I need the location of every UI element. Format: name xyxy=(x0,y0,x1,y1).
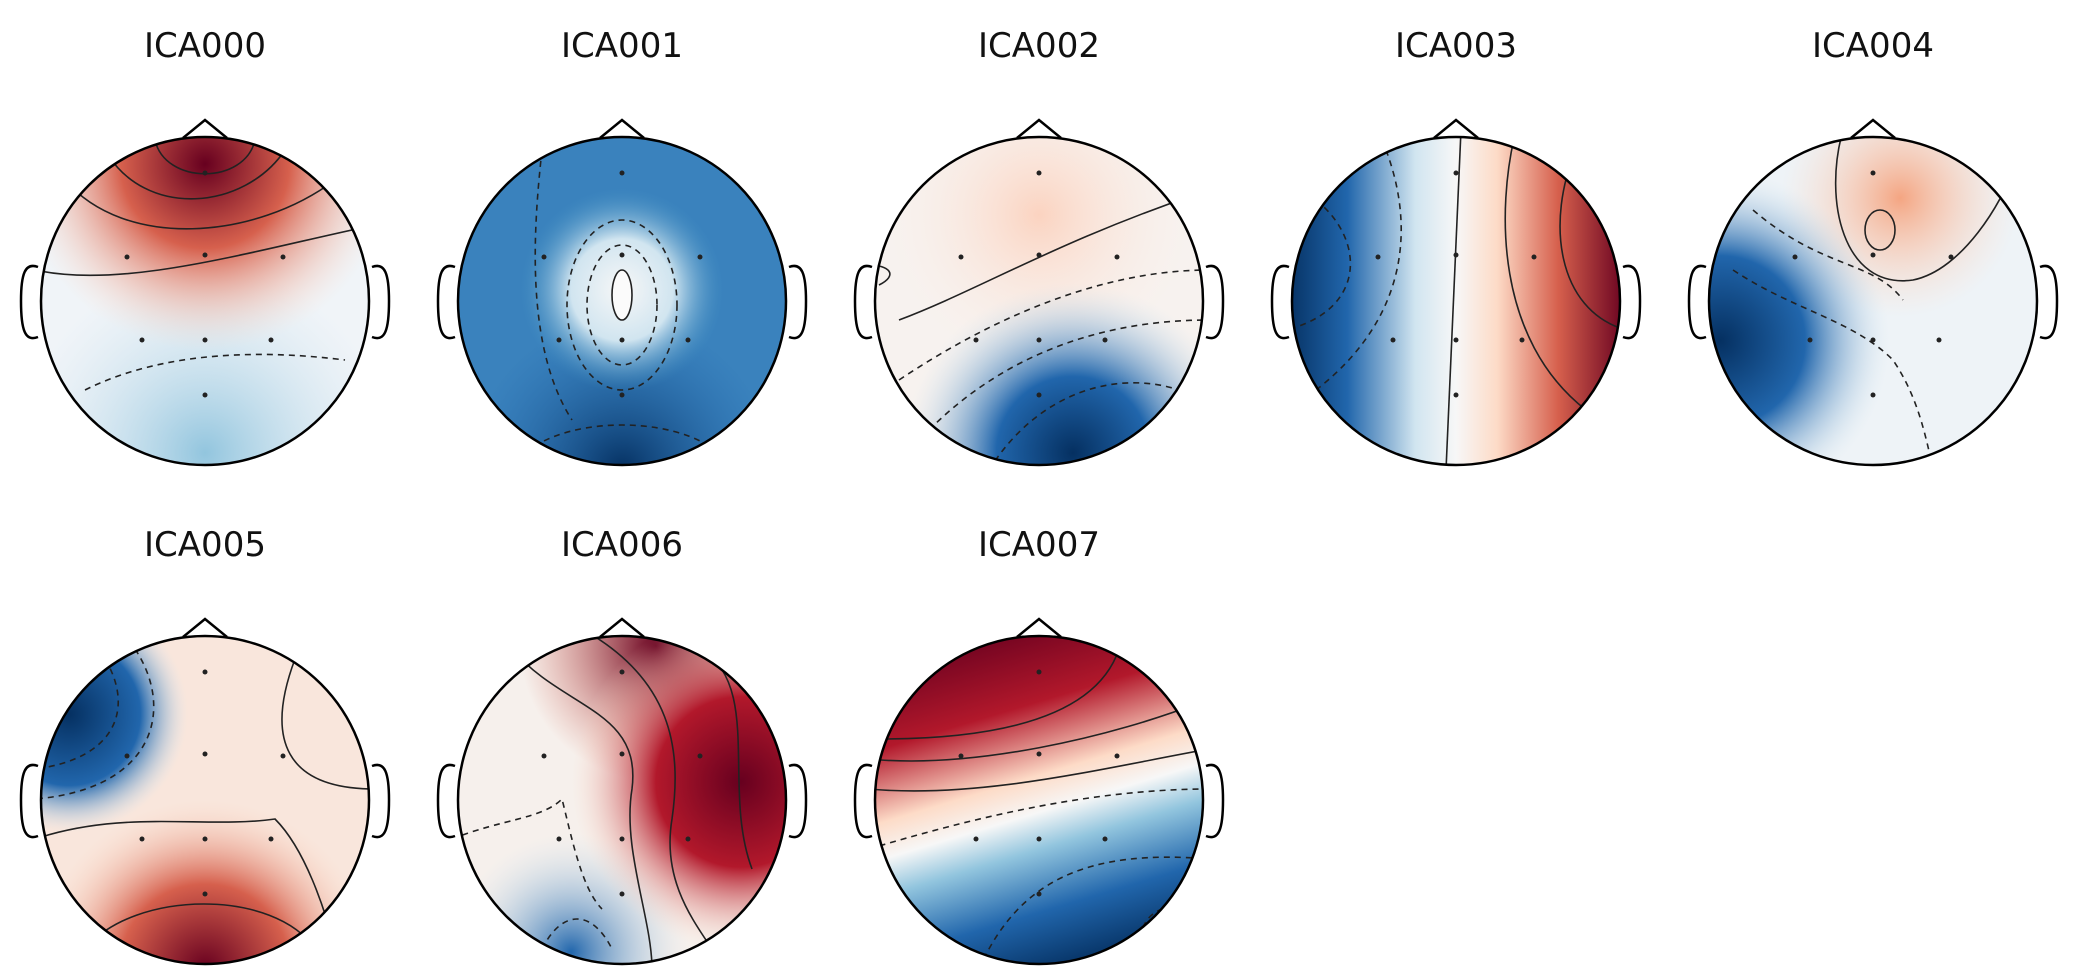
component-ica001: ICA001 xyxy=(422,0,822,480)
topomap-icon xyxy=(436,617,808,966)
component-title: ICA002 xyxy=(978,26,1100,66)
component-ica000: ICA000 xyxy=(5,0,405,480)
topomap-icon xyxy=(436,118,808,467)
component-ica002: ICA002 xyxy=(839,0,1239,480)
topomap-icon xyxy=(19,617,391,966)
component-title: ICA000 xyxy=(144,26,266,66)
component-ica003: ICA003 xyxy=(1256,0,1656,480)
component-ica004: ICA004 xyxy=(1673,0,2073,480)
topomap-icon xyxy=(1270,118,1642,467)
component-ica005: ICA005 xyxy=(5,499,405,979)
component-title: ICA007 xyxy=(978,525,1100,565)
component-ica007: ICA007 xyxy=(839,499,1239,979)
component-ica006: ICA006 xyxy=(422,499,822,979)
component-title: ICA004 xyxy=(1812,26,1934,66)
topomap-icon xyxy=(1687,118,2059,467)
sensor-dots xyxy=(124,170,286,398)
component-title: ICA001 xyxy=(561,26,683,66)
component-title: ICA006 xyxy=(561,525,683,565)
topomap-icon xyxy=(19,118,391,467)
topomap-icon xyxy=(853,118,1225,467)
topomap-icon xyxy=(853,617,1225,966)
component-title: ICA003 xyxy=(1395,26,1517,66)
component-title: ICA005 xyxy=(144,525,266,565)
